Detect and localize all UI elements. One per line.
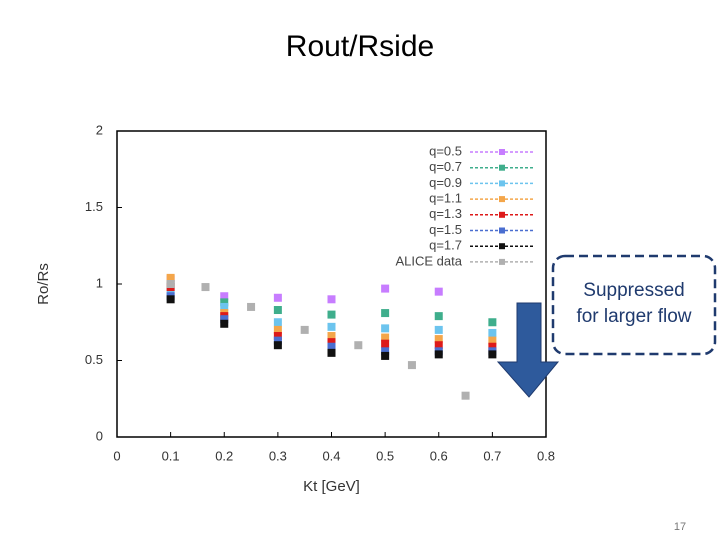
legend-marker: [499, 149, 505, 155]
data-point: [461, 391, 470, 400]
x-axis-label: Kt [GeV]: [303, 478, 360, 495]
legend-marker: [499, 243, 505, 250]
x-tick-label: 0.6: [430, 448, 448, 463]
data-point: [488, 318, 497, 327]
annotation-box: [551, 254, 717, 356]
x-tick-label: 0: [113, 448, 120, 463]
data-point: [354, 341, 363, 350]
legend-marker: [499, 180, 505, 187]
y-axis-label: Ro/Rs: [35, 263, 52, 305]
legend-marker: [499, 227, 505, 234]
data-point: [273, 318, 282, 327]
legend-marker: [499, 211, 505, 218]
data-point: [434, 287, 443, 296]
data-point: [488, 350, 497, 359]
data-point: [381, 324, 390, 333]
x-tick-label: 0.4: [322, 448, 340, 463]
y-tick-label: 0: [96, 428, 103, 443]
legend-label: q=0.9: [429, 175, 462, 190]
legend-marker: [499, 258, 505, 265]
data-point: [407, 361, 416, 370]
legend-label: q=1.7: [429, 238, 462, 253]
data-point: [220, 319, 229, 328]
page-number: 17: [674, 521, 686, 533]
legend-marker: [499, 196, 505, 203]
data-point: [273, 341, 282, 350]
x-tick-label: 0.1: [162, 448, 180, 463]
data-point: [381, 351, 390, 360]
data-point: [327, 322, 336, 331]
data-point: [300, 325, 309, 334]
data-point: [327, 295, 336, 304]
data-point: [166, 295, 175, 304]
x-tick-label: 0.5: [376, 448, 394, 463]
data-point: [247, 302, 256, 311]
legend-label: q=1.5: [429, 222, 462, 237]
x-tick-label: 0.7: [483, 448, 501, 463]
data-point: [327, 310, 336, 319]
legend-label: q=0.5: [429, 143, 462, 158]
y-tick-label: 0.5: [85, 352, 103, 367]
x-tick-label: 0.2: [215, 448, 233, 463]
annotation-line: for larger flow: [576, 306, 691, 327]
y-tick-label: 1: [96, 275, 103, 290]
data-point: [273, 293, 282, 302]
legend-label: ALICE data: [396, 253, 463, 268]
data-point: [434, 312, 443, 321]
data-point: [488, 328, 497, 337]
legend-label: q=1.1: [429, 191, 462, 206]
plot-frame: [116, 130, 547, 438]
y-tick-label: 2: [96, 122, 103, 137]
slide-title: Rout/Rside: [286, 30, 434, 63]
data-point: [327, 348, 336, 357]
data-point: [273, 306, 282, 315]
down-arrow: [496, 302, 560, 398]
legend-label: q=1.3: [429, 206, 462, 221]
data-point: [381, 309, 390, 318]
data-point: [434, 325, 443, 334]
data-point: [201, 283, 210, 292]
x-tick-label: 0.3: [269, 448, 287, 463]
data-point: [381, 339, 390, 348]
data-point: [434, 350, 443, 359]
data-point: [166, 280, 175, 288]
legend-marker: [499, 164, 505, 171]
data-point: [381, 284, 390, 293]
annotation-line: Suppressed: [583, 280, 684, 301]
y-tick-label: 1.5: [85, 199, 103, 214]
legend-label: q=0.7: [429, 159, 462, 174]
x-tick-label: 0.8: [537, 448, 555, 463]
